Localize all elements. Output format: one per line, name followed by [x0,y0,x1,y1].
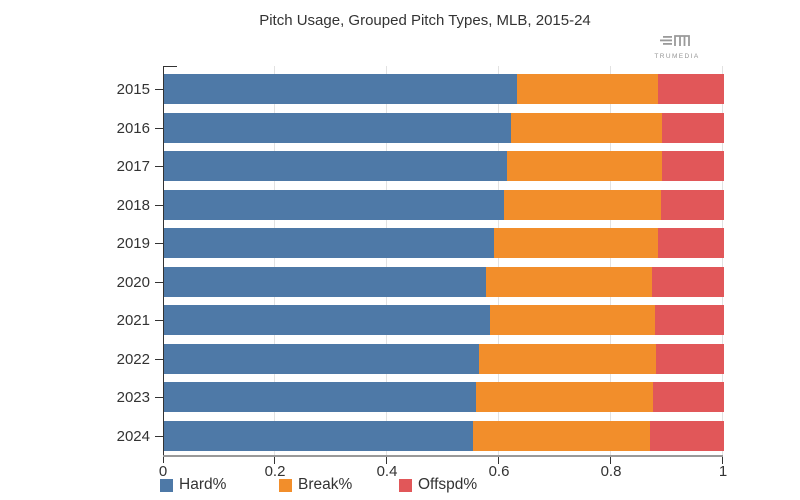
gridline-x-0.8 [610,66,611,455]
bar-segment-break-2023[interactable] [475,382,654,412]
gridline-x-0.4 [386,66,387,455]
x-tick-label-0.8: 0.8 [600,463,622,480]
x-tick-label-0.4: 0.4 [376,463,398,480]
y-tick-2016 [155,128,163,129]
y-tick-label-2018: 2018 [116,197,150,214]
bar-row-2023 [164,382,724,412]
bar-segment-offspd-2024[interactable] [650,421,724,451]
bar-segment-hard-2020[interactable] [164,267,486,297]
x-tick-label-0.6: 0.6 [488,463,510,480]
gridline-x-0.6 [498,66,499,455]
legend-item-offspd[interactable]: Offspd% [399,476,477,494]
y-tick-label-2016: 2016 [116,120,150,137]
legend-swatch-hard [160,478,173,492]
y-axis-line [163,66,164,463]
bar-row-2019 [164,228,724,258]
y-tick-2017 [155,166,163,167]
y-tick-label-2015: 2015 [116,81,150,98]
x-tick-0.8 [610,457,611,464]
x-tick-0.2 [274,457,275,464]
bar-row-2016 [164,113,724,143]
bar-segment-hard-2015[interactable] [164,74,517,104]
bar-segment-offspd-2019[interactable] [658,228,724,258]
legend-label-offspd: Offspd% [418,476,478,493]
x-axis-line [163,455,723,457]
bar-segment-offspd-2023[interactable] [653,382,724,412]
trumedia-logo: TRUMEDIA [652,32,702,60]
bar-segment-offspd-2016[interactable] [662,113,724,143]
bar-row-2017 [164,151,724,181]
bar-segment-hard-2016[interactable] [164,113,512,143]
bar-segment-break-2015[interactable] [516,74,659,104]
y-tick-2018 [155,205,163,206]
legend-label-hard: Hard% [179,476,227,493]
y-tick-label-2022: 2022 [116,351,150,368]
x-tick-0.4 [386,457,387,464]
bar-segment-break-2016[interactable] [511,113,663,143]
y-tick-label-2019: 2019 [116,235,150,252]
y-tick-label-2023: 2023 [116,389,150,406]
bar-row-2020 [164,267,724,297]
bar-segment-hard-2019[interactable] [164,228,495,258]
bar-segment-break-2022[interactable] [478,344,657,374]
bar-segment-hard-2022[interactable] [164,344,479,374]
legend-label-break: Break% [298,476,353,493]
y-axis-top-cap [163,66,177,67]
bar-segment-offspd-2021[interactable] [655,305,724,335]
bar-segment-break-2018[interactable] [504,190,661,220]
bar-row-2022 [164,344,724,374]
bar-segment-hard-2018[interactable] [164,190,505,220]
y-tick-2020 [155,282,163,283]
y-tick-2019 [155,243,163,244]
bar-row-2018 [164,190,724,220]
gridline-x-0.2 [274,66,275,455]
bar-segment-offspd-2017[interactable] [662,151,724,181]
bar-segment-break-2019[interactable] [494,228,659,258]
bar-segment-break-2017[interactable] [506,151,663,181]
bar-segment-hard-2023[interactable] [164,382,476,412]
y-tick-label-2021: 2021 [116,312,150,329]
y-tick-2022 [155,359,163,360]
trumedia-logo-text: TRUMEDIA [654,53,700,60]
y-tick-2015 [155,89,163,90]
x-tick-label-0.2: 0.2 [264,463,286,480]
y-tick-2021 [155,320,163,321]
x-tick-label-1: 1 [718,463,728,480]
bar-segment-offspd-2022[interactable] [656,344,724,374]
trumedia-logo-icon [660,35,690,46]
y-tick-2024 [155,436,163,437]
legend-item-break[interactable]: Break% [279,476,352,494]
legend-swatch-offspd [399,478,412,492]
x-tick-1 [722,457,723,464]
bar-segment-hard-2017[interactable] [164,151,507,181]
bar-segment-break-2021[interactable] [489,305,656,335]
legend-swatch-break [279,478,292,492]
y-tick-2023 [155,397,163,398]
bar-segment-offspd-2015[interactable] [658,74,724,104]
y-tick-label-2017: 2017 [116,158,150,175]
bar-row-2015 [164,74,724,104]
bar-row-2021 [164,305,724,335]
chart-title: Pitch Usage, Grouped Pitch Types, MLB, 2… [259,12,591,29]
gridline-x-1 [722,66,723,455]
y-tick-label-2024: 2024 [116,428,150,445]
x-tick-label-0: 0 [158,463,168,480]
bar-segment-hard-2024[interactable] [164,421,474,451]
bar-segment-break-2020[interactable] [486,267,652,297]
x-tick-0.6 [498,457,499,464]
bar-segment-offspd-2020[interactable] [651,267,724,297]
y-tick-label-2020: 2020 [116,274,150,291]
bar-row-2024 [164,421,724,451]
bar-segment-offspd-2018[interactable] [660,190,724,220]
bar-segment-hard-2021[interactable] [164,305,490,335]
legend-item-hard[interactable]: Hard% [160,476,226,494]
bar-segment-break-2024[interactable] [473,421,651,451]
